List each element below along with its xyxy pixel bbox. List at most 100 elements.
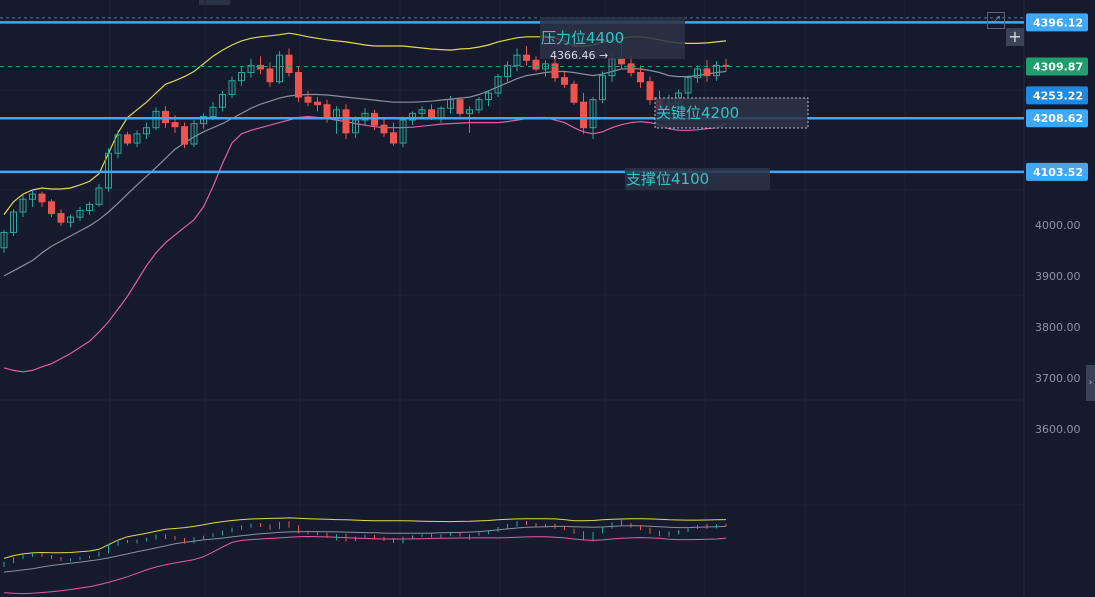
candle-body <box>485 92 492 101</box>
candle-body <box>637 72 644 83</box>
candle-body <box>694 68 701 79</box>
candle-body <box>532 59 540 70</box>
candle-body <box>114 134 122 154</box>
candle-body <box>561 77 568 85</box>
expand-icon[interactable]: ⤢ <box>987 12 1005 29</box>
candle-body <box>247 64 255 74</box>
candle-body <box>589 99 597 129</box>
candle-body <box>475 99 483 111</box>
candle-body <box>133 133 141 144</box>
candle-body <box>466 109 473 114</box>
candle-body <box>105 152 112 189</box>
candle-body <box>295 72 302 98</box>
candle-body <box>10 211 17 233</box>
band-price-tag <box>1026 86 1088 105</box>
candle-body <box>703 68 711 77</box>
candle-body <box>57 213 65 223</box>
candle-body <box>209 106 217 117</box>
candle-body <box>494 76 502 94</box>
candle-body <box>190 123 198 145</box>
candle-body <box>361 112 369 121</box>
candle-body <box>171 122 179 128</box>
annotations: 压力位4400 关键位4200 支撑位4100 4366.46 → <box>540 17 809 190</box>
level-price-label: 4208.62 <box>1033 112 1083 125</box>
candle-body <box>228 80 236 96</box>
candle-body <box>418 109 426 114</box>
peak-price-label: 4366.46 → <box>550 49 608 62</box>
candle-body <box>342 109 350 134</box>
collapse-handle-icon[interactable]: › <box>1086 365 1095 401</box>
candle-body <box>181 126 188 145</box>
mini-middle-band <box>3 525 727 573</box>
candle-body <box>580 101 587 129</box>
candle-body <box>447 99 454 109</box>
level-price-tag <box>1026 13 1088 32</box>
candle-body <box>627 63 635 74</box>
candle-body <box>684 77 692 94</box>
middle-band-line <box>3 67 727 277</box>
support-annotation-box <box>625 168 770 190</box>
y-tick-label: 3800.00 <box>1035 321 1081 334</box>
candle-body <box>0 231 8 249</box>
add-level-button[interactable]: + <box>1006 28 1024 46</box>
candle-body <box>390 132 397 144</box>
candle-body <box>504 64 511 78</box>
level-price-label: 4396.12 <box>1033 16 1083 29</box>
candle-body <box>285 54 293 74</box>
candle-body <box>456 99 464 114</box>
candle-body <box>618 58 625 65</box>
candle-body <box>19 198 27 213</box>
y-tick-label: 3600.00 <box>1035 423 1081 436</box>
candle-body <box>76 209 84 218</box>
overview-panel <box>3 517 727 595</box>
band-price-label: 4253.22 <box>1033 89 1083 102</box>
candle-body <box>143 127 150 135</box>
candle-body <box>124 134 131 144</box>
candle-body <box>266 68 274 83</box>
last-price-tag <box>1026 57 1088 76</box>
candle-body <box>428 109 435 119</box>
candle-body <box>722 64 730 67</box>
mini-lower-band <box>3 535 727 595</box>
candle-body <box>513 54 521 66</box>
candle-body <box>219 94 226 108</box>
y-tick-label: 3900.00 <box>1035 270 1081 283</box>
candle-body <box>380 124 388 134</box>
candle-body <box>95 187 103 205</box>
last-price-label: 4309.87 <box>1033 60 1083 73</box>
candle-body <box>399 119 407 144</box>
key-level-annotation-label: 关键位4200 <box>656 104 739 122</box>
key-level-annotation-box <box>654 97 809 129</box>
candle-body <box>29 193 36 200</box>
candle-body <box>67 216 74 223</box>
price-axis: 4000.00 3900.00 3800.00 3700.00 3600.00 4396.… <box>1026 13 1088 436</box>
grid <box>1023 0 1025 597</box>
candle-body <box>38 193 46 203</box>
candle-body <box>599 75 606 101</box>
candle-body <box>200 115 207 125</box>
support-annotation-label: 支撑位4100 <box>626 170 709 188</box>
mini-upper-band <box>3 517 727 559</box>
candle-body <box>48 201 55 215</box>
level-price-tag <box>1026 109 1088 128</box>
candle-body <box>86 203 93 211</box>
candle-body <box>570 83 578 103</box>
candle-body <box>257 64 264 70</box>
toolbar-tab-stub[interactable] <box>199 0 230 5</box>
candle-body <box>238 72 245 82</box>
candle-body <box>152 110 160 129</box>
resistance-annotation-box <box>540 17 685 59</box>
y-tick-label: 4000.00 <box>1035 219 1081 232</box>
level-price-label: 4103.52 <box>1033 166 1083 179</box>
candle-body <box>352 119 359 134</box>
candle-body <box>304 96 312 103</box>
level-lines <box>0 17 1024 174</box>
bollinger-bands <box>3 32 727 373</box>
lower-band-line <box>3 115 727 373</box>
candle-body <box>551 63 559 79</box>
candle-body <box>646 81 654 101</box>
candle-body <box>276 54 283 83</box>
resistance-annotation-label: 压力位4400 <box>541 29 624 47</box>
